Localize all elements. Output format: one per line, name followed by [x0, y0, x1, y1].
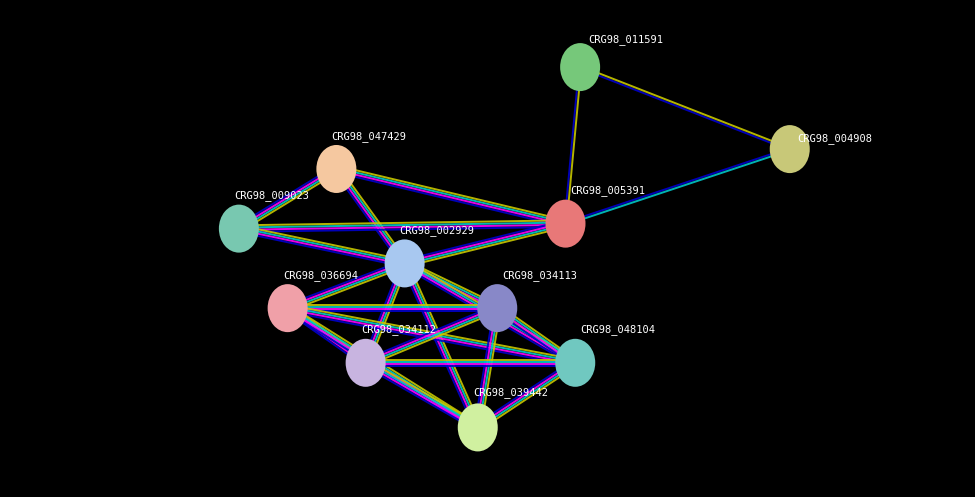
Text: CRG98_004908: CRG98_004908 [798, 133, 873, 144]
Text: CRG98_005391: CRG98_005391 [570, 185, 645, 196]
Text: CRG98_034112: CRG98_034112 [361, 325, 436, 335]
Ellipse shape [345, 339, 386, 387]
Text: CRG98_039442: CRG98_039442 [473, 387, 548, 398]
Text: CRG98_011591: CRG98_011591 [588, 34, 663, 45]
Ellipse shape [769, 125, 810, 173]
Ellipse shape [477, 284, 518, 332]
Text: CRG98_047429: CRG98_047429 [332, 131, 407, 142]
Ellipse shape [267, 284, 308, 332]
Text: CRG98_002929: CRG98_002929 [400, 225, 475, 236]
Text: CRG98_036694: CRG98_036694 [283, 270, 358, 281]
Ellipse shape [316, 145, 357, 193]
Ellipse shape [560, 43, 601, 91]
Text: CRG98_009023: CRG98_009023 [234, 190, 309, 201]
Ellipse shape [555, 339, 596, 387]
Ellipse shape [457, 404, 498, 451]
Text: CRG98_034113: CRG98_034113 [502, 270, 577, 281]
Text: CRG98_048104: CRG98_048104 [580, 325, 655, 335]
Ellipse shape [218, 205, 259, 252]
Ellipse shape [545, 200, 586, 248]
Ellipse shape [384, 240, 425, 287]
